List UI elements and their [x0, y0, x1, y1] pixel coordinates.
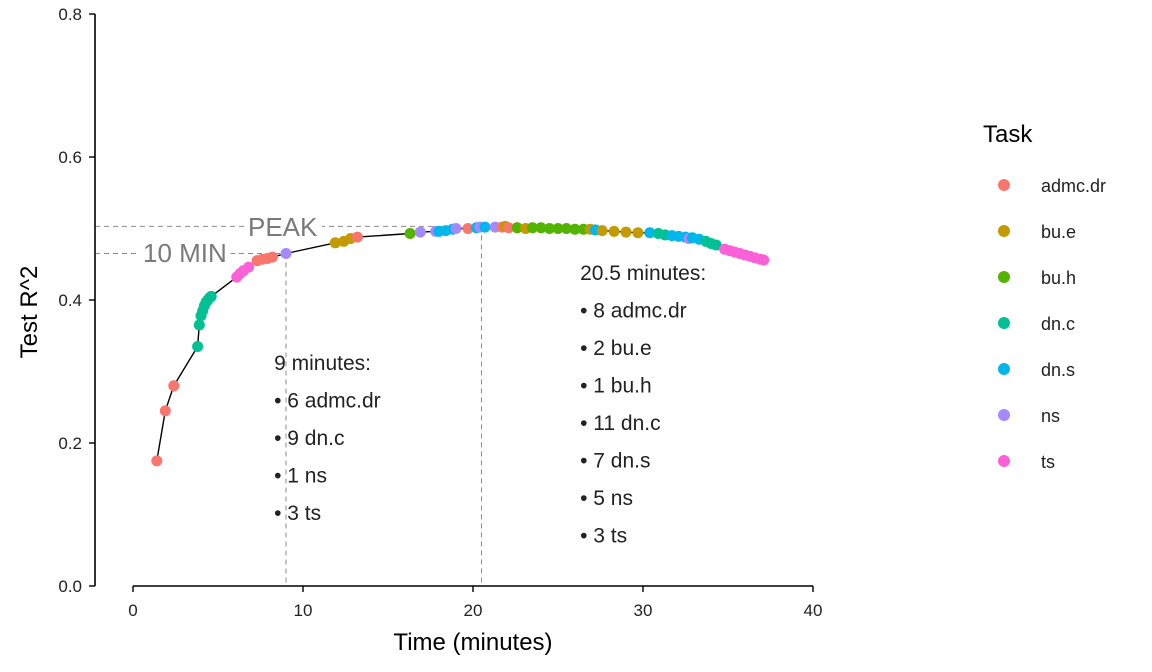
point-bu-e [596, 225, 608, 237]
legend-key-ns [998, 409, 1010, 421]
point-bu-h [511, 222, 523, 234]
annotation-line: 20.5 minutes: [580, 262, 706, 285]
legend-title: Task [983, 121, 1033, 148]
point-bu-h [527, 222, 538, 234]
annotation-line: • 2 bu.e [580, 337, 652, 360]
annotation-line: • 3 ts [580, 524, 627, 547]
legend-key-ts [998, 455, 1010, 467]
x-tick-label: 30 [634, 601, 653, 620]
annotation-line: • 8 admc.dr [580, 299, 687, 322]
annotation-line: • 3 ts [274, 502, 321, 525]
legend-key-dn-c [998, 317, 1010, 329]
legend-key-bu-h [998, 271, 1010, 283]
annotations: 9 minutes: • 6 admc.dr • 9 dn.c • 1 ns • 3 t… [274, 262, 706, 547]
point-dn-c [205, 290, 217, 302]
x-tick-label: 10 [294, 601, 313, 620]
y-tick-label: 0.2 [58, 434, 82, 453]
legend-label: dn.s [1041, 360, 1075, 380]
legend-label: dn.c [1041, 314, 1075, 334]
legend-key-bu-e [998, 225, 1010, 237]
point-ns [414, 226, 426, 238]
annotation-line: • 9 dn.c [274, 427, 344, 450]
point-ts [243, 261, 255, 273]
annotation-line: • 5 ns [580, 487, 633, 510]
annotation-line: • 6 admc.dr [274, 390, 381, 413]
y-tick-label: 0.0 [58, 577, 82, 596]
legend-key-dn-s [998, 363, 1010, 375]
reference-label: PEAK [248, 212, 318, 242]
point-bu-h [561, 223, 572, 234]
point-dn-s [644, 227, 656, 239]
legend-label: ts [1041, 452, 1055, 472]
point-admc-dr [503, 222, 515, 234]
legend-key-admc-dr [998, 179, 1010, 191]
point-dn-s [479, 221, 491, 233]
point-admc-dr [462, 223, 474, 234]
x-tick-label: 40 [804, 601, 823, 620]
point-admc-dr [168, 380, 180, 392]
axes: 0.0 0.2 0.4 0.6 0.8 0 10 20 30 40 Time (minutes)… [16, 5, 822, 656]
annotation-line: • 1 bu.h [580, 374, 652, 397]
point-bu-e [608, 225, 620, 237]
point-admc-dr [151, 455, 163, 467]
point-dn-c [192, 340, 204, 352]
annotation-line: • 11 dn.c [580, 412, 661, 435]
legend-label: admc.dr [1041, 176, 1106, 196]
point-admc-dr [159, 405, 171, 417]
y-axis-ticks: 0.0 0.2 0.4 0.6 0.8 [58, 5, 95, 596]
reference-label: 10 MIN [143, 238, 227, 268]
point-bu-e [620, 226, 632, 238]
y-tick-label: 0.4 [58, 291, 82, 310]
legend-label: bu.h [1041, 268, 1076, 288]
data-points [151, 220, 770, 467]
point-ns [450, 223, 462, 234]
reference-label-bg [244, 212, 323, 242]
point-bu-h [404, 228, 416, 240]
x-axis-ticks: 0 10 20 30 40 [128, 586, 822, 620]
point-bu-e [329, 237, 341, 249]
point-dn-c [193, 319, 205, 331]
y-tick-label: 0.6 [58, 148, 82, 167]
point-admc-dr [351, 231, 363, 243]
point-admc-dr [266, 251, 278, 263]
x-axis-title: Time (minutes) [393, 629, 552, 656]
legend: Task admc.dr bu.e bu.h dn.c dn.s ns ts [983, 121, 1106, 472]
point-bu-h [535, 222, 547, 234]
x-tick-label: 0 [128, 601, 137, 620]
reference-guides: PEAK 10 MIN [95, 212, 482, 586]
x-tick-label: 20 [464, 601, 483, 620]
y-tick-label: 0.8 [58, 5, 82, 24]
point-bu-h [552, 223, 564, 234]
point-bu-h [544, 223, 555, 234]
point-ns [280, 248, 292, 260]
legend-label: bu.e [1041, 222, 1076, 242]
annotation-line: • 7 dn.s [580, 449, 650, 472]
annotation-line: • 1 ns [274, 465, 327, 488]
annotation-line: 9 minutes: [274, 352, 371, 375]
point-ts [758, 254, 770, 266]
point-bu-h [569, 223, 581, 235]
reference-label-bg [139, 238, 231, 268]
point-bu-e [632, 227, 644, 239]
y-axis-title: Test R^2 [16, 266, 43, 359]
point-dn-c [710, 239, 722, 251]
legend-label: ns [1041, 406, 1060, 426]
